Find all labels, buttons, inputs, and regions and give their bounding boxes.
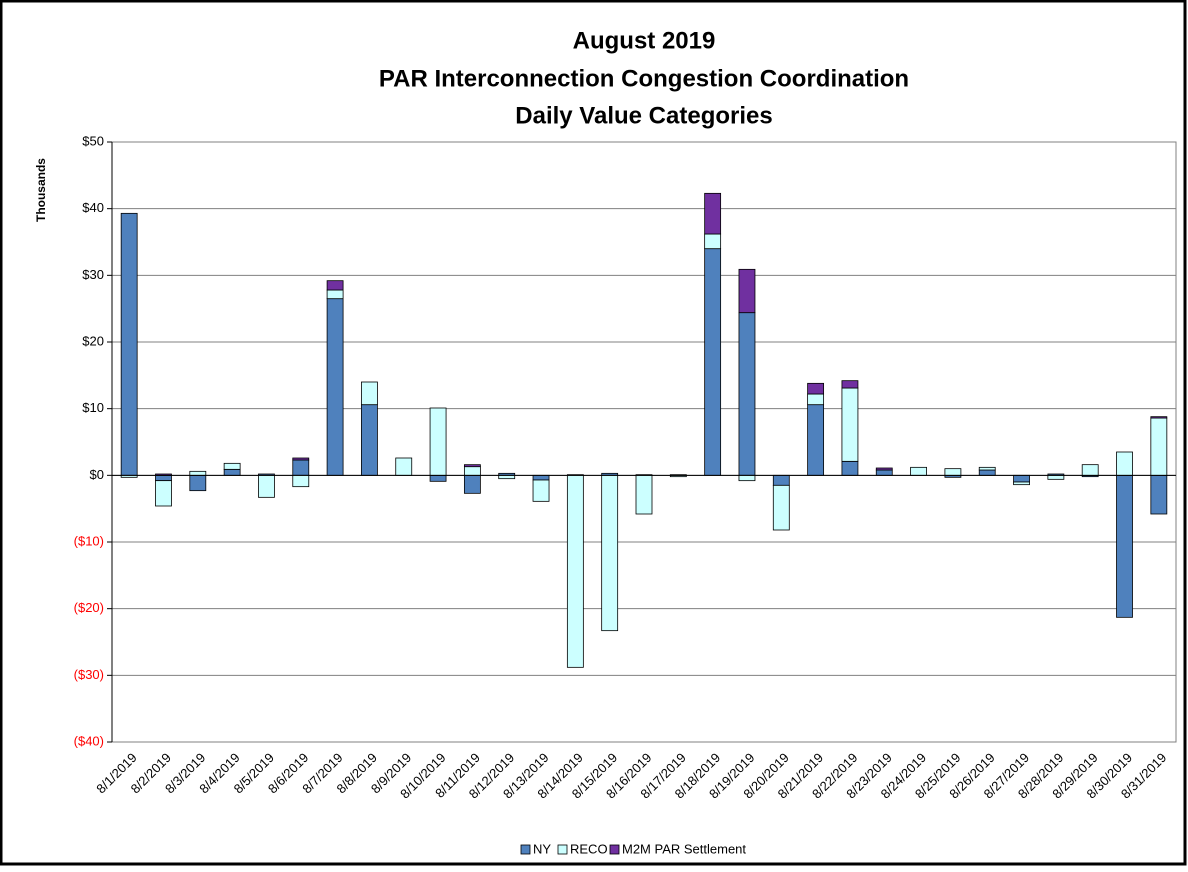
bar: [704, 233, 722, 250]
y-axis-title: Thousands: [34, 158, 48, 222]
bar: [326, 298, 344, 476]
y-tick-label: ($20): [74, 600, 104, 615]
bar: [807, 393, 825, 406]
bar: [772, 484, 790, 531]
bar: [1150, 416, 1168, 419]
bar: [1150, 474, 1168, 515]
bar: [1116, 474, 1133, 618]
bar: [704, 192, 722, 235]
bar: [155, 474, 172, 482]
bar: [772, 474, 790, 486]
bar: [258, 474, 275, 498]
bar: [978, 469, 996, 476]
bar: [1013, 474, 1030, 483]
bar: [738, 268, 756, 314]
bar: [807, 382, 825, 395]
bar: [292, 474, 310, 488]
bar: [120, 212, 138, 476]
bar: [155, 480, 172, 507]
bar: [875, 467, 893, 471]
bar: [910, 466, 927, 476]
bar: [463, 474, 481, 494]
legend-label: RECO: [570, 841, 608, 856]
bar: [292, 457, 310, 461]
bar: [566, 474, 584, 668]
y-tick-label: $0: [90, 467, 104, 482]
y-tick-label: $40: [82, 200, 104, 215]
bar: [292, 459, 310, 476]
bar: [1150, 417, 1168, 476]
y-tick-label: $30: [82, 267, 104, 282]
bar: [738, 474, 756, 482]
bar: [704, 248, 722, 476]
bar: [223, 468, 241, 476]
bar: [738, 312, 756, 476]
bar: [223, 462, 241, 470]
bar: [395, 457, 413, 476]
bar: [429, 407, 447, 476]
bar: [532, 474, 550, 481]
bar: [189, 474, 207, 492]
bar: [635, 474, 653, 515]
bar: [326, 289, 344, 300]
legend-label: M2M PAR Settlement: [622, 841, 746, 856]
y-tick-label: $20: [82, 333, 104, 348]
y-tick-label: $10: [82, 400, 104, 415]
bar: [326, 280, 344, 291]
y-tick-label: ($40): [74, 733, 104, 748]
chart-title: August 2019: [573, 27, 716, 54]
bar: [532, 479, 550, 502]
bar: [601, 474, 619, 632]
bar: [463, 464, 481, 468]
bar: [1047, 474, 1065, 480]
bar: [361, 404, 378, 476]
chart-title: Daily Value Categories: [515, 102, 772, 129]
legend-swatch: [520, 844, 531, 855]
bar: [189, 470, 207, 476]
bar: [875, 469, 893, 476]
bar: [841, 460, 859, 476]
y-tick-label: ($30): [74, 667, 104, 682]
legend-swatch: [609, 844, 620, 855]
chart-title: PAR Interconnection Congestion Coordinat…: [379, 65, 909, 92]
bar: [463, 466, 481, 476]
plot-area: [111, 141, 1177, 743]
bar: [361, 381, 378, 406]
bar: [1013, 481, 1030, 486]
bar: [1116, 451, 1133, 476]
bar: [429, 474, 447, 482]
y-tick-label: $50: [82, 133, 104, 148]
bar: [807, 404, 825, 476]
bar: [978, 466, 996, 471]
y-tick-label: ($10): [74, 533, 104, 548]
legend-label: NY: [533, 841, 551, 856]
bar: [841, 380, 859, 389]
legend-swatch: [557, 844, 568, 855]
bar: [841, 387, 859, 462]
bar: [944, 468, 962, 476]
bar: [1081, 464, 1099, 476]
